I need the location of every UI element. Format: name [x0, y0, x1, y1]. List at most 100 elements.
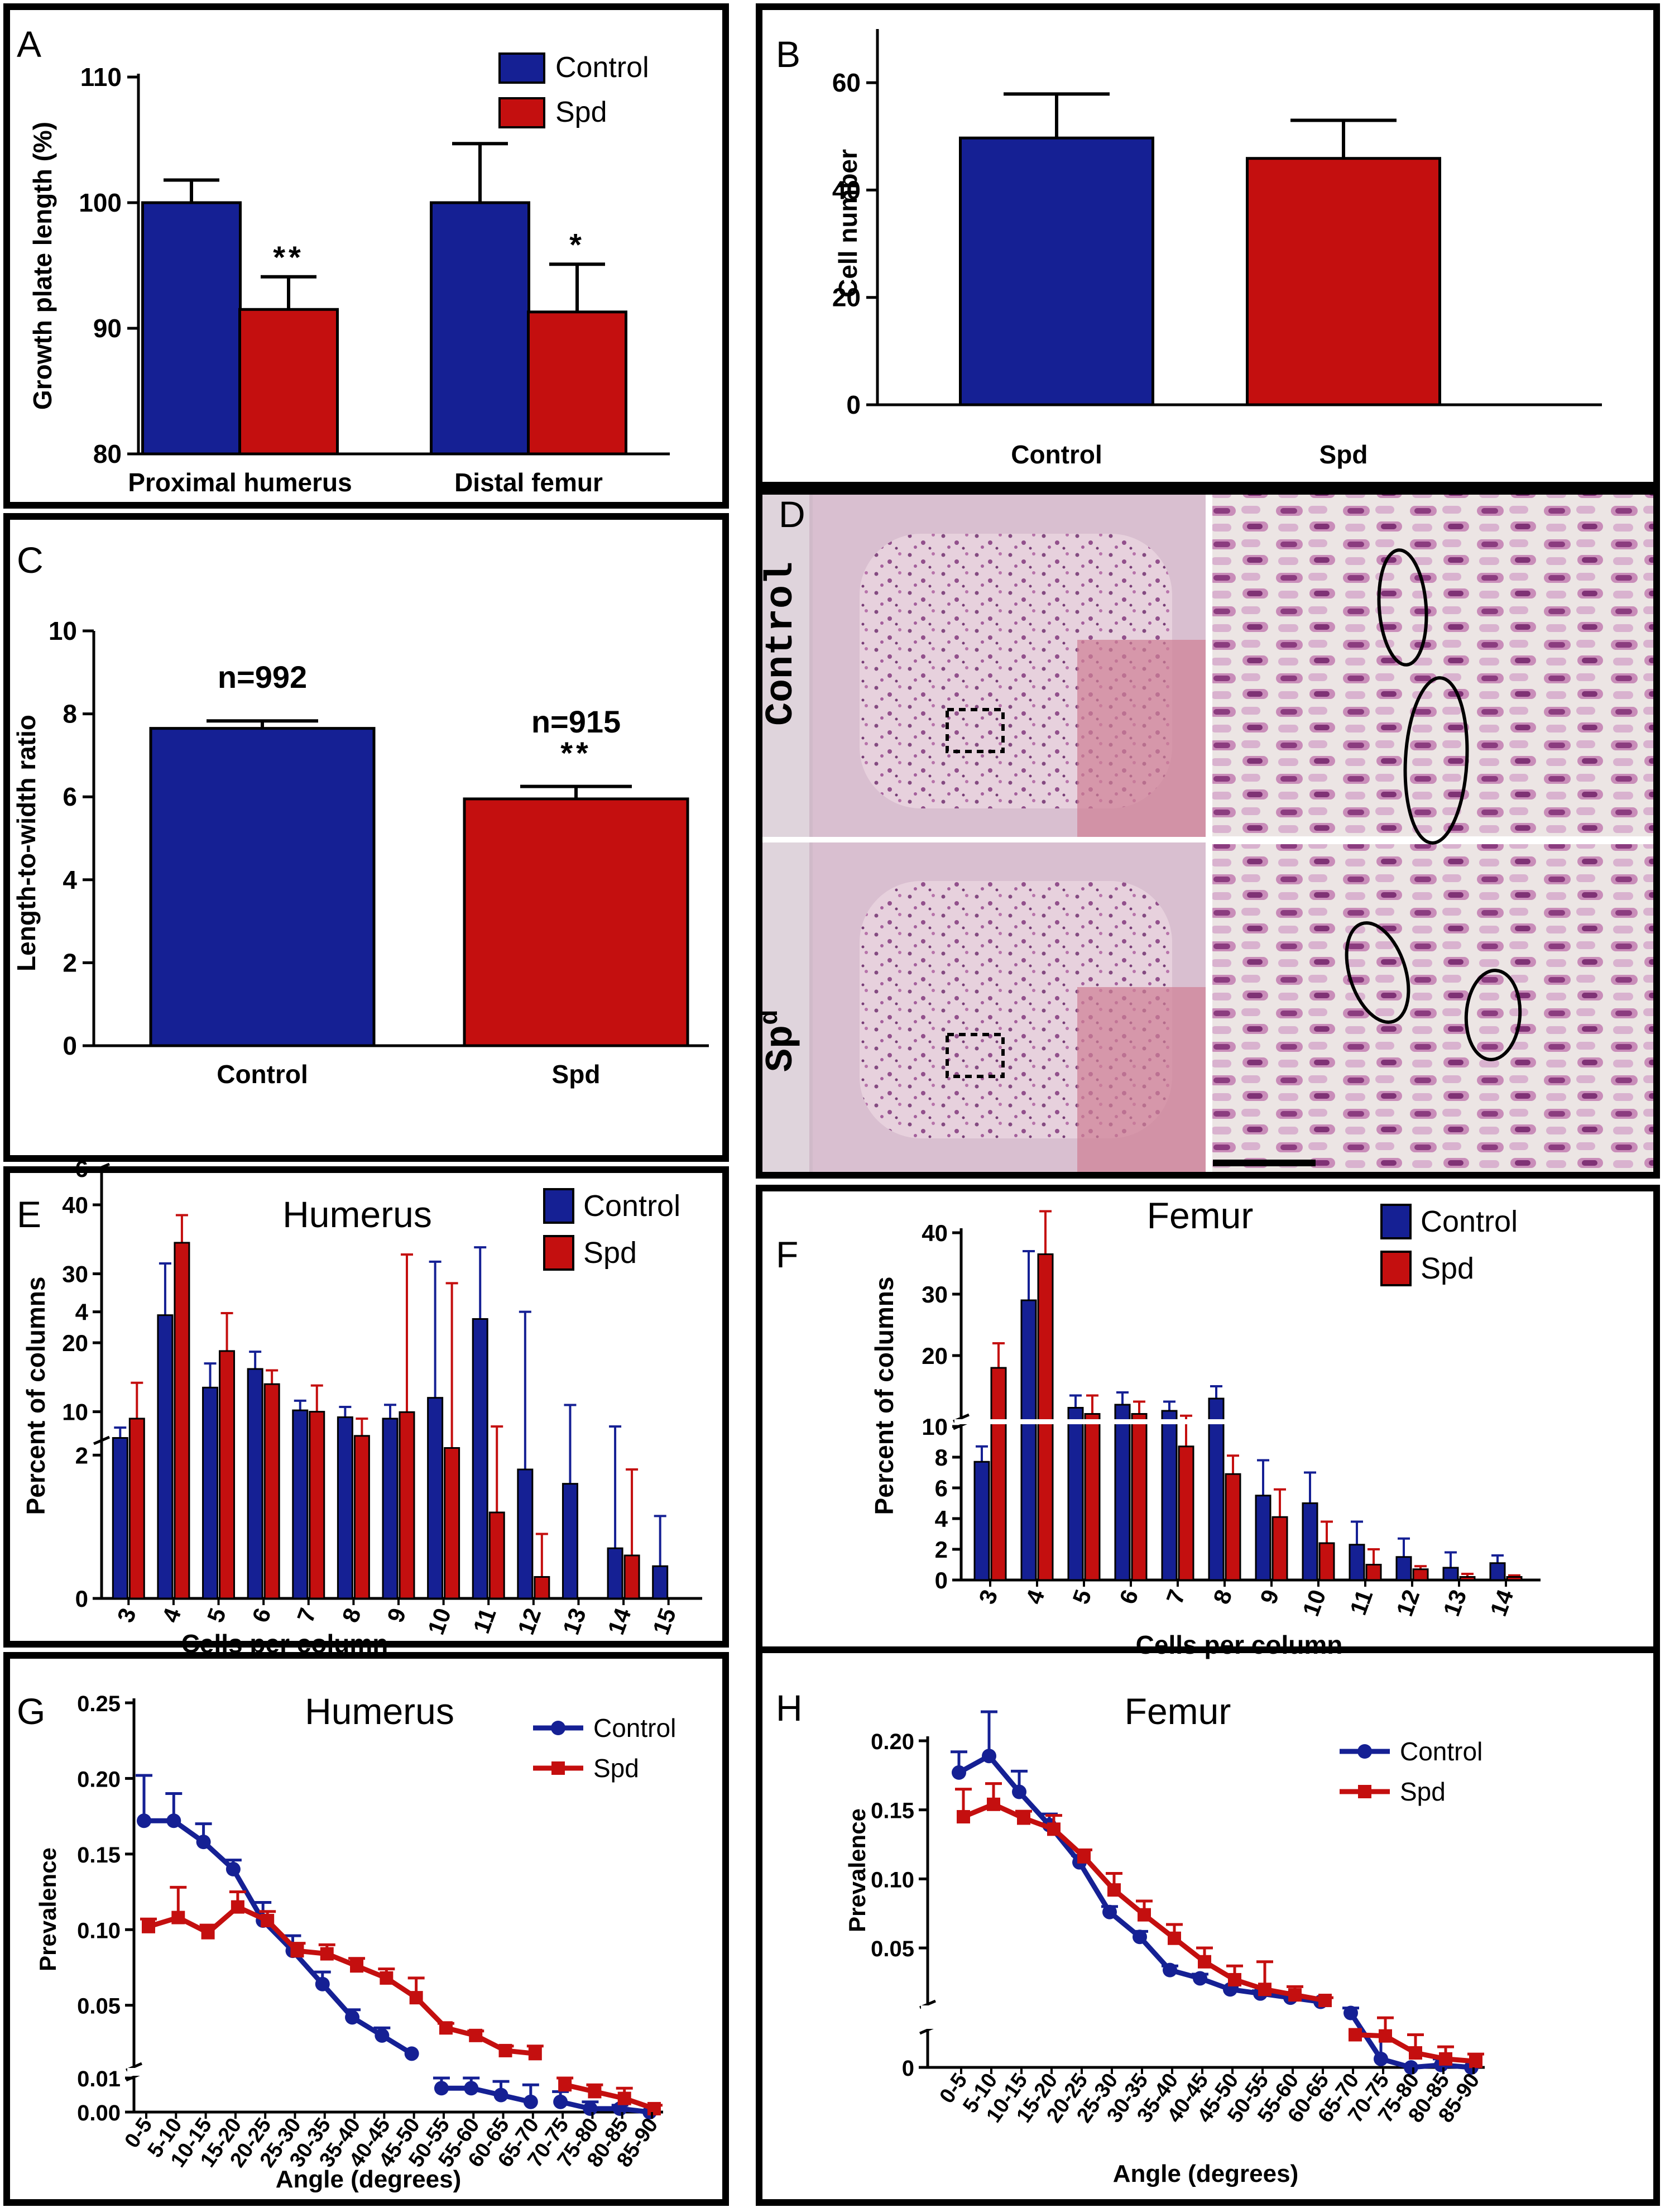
legend-swatch-control — [543, 1188, 574, 1224]
bar-control-15 — [652, 1565, 669, 1600]
data-point-control — [1193, 1971, 1207, 1986]
frame-h — [756, 1646, 1660, 2206]
micrograph-zoom-box — [946, 708, 1005, 753]
legend-marker-control — [551, 1721, 565, 1735]
significance-marker: * — [569, 227, 585, 262]
data-point-control — [1133, 1929, 1147, 1945]
data-point-control — [553, 2094, 568, 2109]
bar-spd-7 — [1178, 1445, 1194, 1581]
data-point-spd — [528, 2047, 542, 2061]
x-category-label: Spd — [552, 1060, 601, 1089]
chart-title: Femur — [1125, 1691, 1231, 1732]
y-tick-label: 40 — [832, 175, 861, 204]
bar-spd-5 — [219, 1350, 236, 1600]
x-axis-label: Cells per column — [1136, 1630, 1343, 1659]
data-point-spd — [1288, 1988, 1302, 2002]
data-point-spd — [1318, 1994, 1332, 2008]
data-point-spd — [1439, 2052, 1452, 2066]
bar-spd-14 — [1506, 1576, 1523, 1581]
data-point-spd — [1198, 1955, 1211, 1969]
data-point-spd — [201, 1926, 215, 1940]
bar-spd-13 — [1459, 1576, 1476, 1581]
y-tick-label: 0 — [846, 390, 861, 419]
bar-control — [959, 136, 1154, 406]
y-tick-label: 10 — [49, 616, 77, 645]
y-tick-label: 100 — [79, 188, 122, 217]
micrograph-muscle-region — [1077, 640, 1206, 842]
bar-control-12 — [517, 1468, 534, 1600]
bar-control-8 — [337, 1416, 353, 1600]
legend-marker-control — [1357, 1744, 1372, 1759]
y-tick-label: 0.01 — [77, 2067, 121, 2091]
series-line-control — [441, 2085, 531, 2105]
data-point-spd — [1258, 1983, 1271, 1996]
bar-spd-8 — [353, 1435, 370, 1600]
y-tick-label: 0.25 — [77, 1692, 121, 1716]
bar-n-label: n=992 — [218, 659, 307, 695]
bar-control-5 — [202, 1386, 219, 1600]
data-point-spd — [957, 1810, 970, 1824]
bar-spd-4 — [1037, 1253, 1054, 1581]
x-category-label: Control — [1011, 440, 1102, 469]
micrograph-zoom-control — [1212, 495, 1653, 836]
bar-control-7 — [1161, 1410, 1178, 1581]
bar-control-4 — [1020, 1299, 1037, 1581]
bar-spd-6 — [263, 1383, 280, 1600]
data-point-spd — [1017, 1811, 1030, 1825]
data-point-control — [137, 1813, 151, 1828]
axis-break-gap — [127, 2068, 144, 2076]
bar-control-11 — [1349, 1544, 1365, 1581]
data-point-spd — [350, 1959, 364, 1973]
data-point-spd — [588, 2085, 602, 2099]
y-tick-label: 10 — [62, 1399, 88, 1425]
data-point-spd — [617, 2091, 631, 2105]
y-tick-label: 60 — [832, 68, 861, 97]
legend-label-spd: Spd — [583, 1236, 637, 1270]
series-line-control — [144, 1818, 413, 2056]
panel-letter-f: F — [776, 1234, 798, 1275]
bar-control-14 — [607, 1547, 623, 1600]
y-axis-label: Length-to-width ratio — [12, 715, 41, 971]
column-outline-ellipse — [1403, 676, 1469, 845]
bar-control-10 — [1302, 1502, 1318, 1581]
series-line-control — [560, 2099, 650, 2115]
y-tick-label: 0 — [63, 1031, 77, 1060]
data-point-control — [345, 2010, 360, 2025]
data-point-control — [404, 2046, 419, 2061]
data-point-spd — [439, 2021, 453, 2035]
data-point-spd — [290, 1944, 304, 1958]
data-point-spd — [647, 2101, 661, 2115]
y-tick-label: 90 — [93, 314, 122, 343]
panel-letter-a: A — [17, 23, 41, 65]
chart-title: Femur — [1147, 1195, 1254, 1236]
chart-title: Humerus — [305, 1691, 454, 1732]
panel-b-chart: B 0 20 40 60 Cell number Control Spd — [776, 29, 1602, 469]
y-axis-label: Prevalence — [844, 1808, 870, 1932]
bar-control-3 — [112, 1437, 128, 1600]
bar-control-0 — [141, 201, 242, 456]
legend-marker-spd — [1358, 1785, 1371, 1798]
data-point-control — [1343, 2005, 1358, 2021]
y-tick-label: 2 — [935, 1536, 948, 1563]
bar-control-9 — [1255, 1495, 1271, 1581]
bar-spd-11 — [1365, 1564, 1382, 1581]
bar-spd — [463, 797, 689, 1047]
chart-title: Humerus — [282, 1194, 432, 1235]
legend-label-control: Control — [593, 1713, 676, 1742]
column-outline-ellipse — [1377, 548, 1428, 667]
y-tick-label: 20 — [922, 1343, 948, 1369]
data-point-control — [1374, 2051, 1388, 2066]
data-point-spd — [1349, 2028, 1362, 2042]
y-tick-label: 0.10 — [77, 1918, 121, 1943]
legend-label-spd: Spd — [1421, 1252, 1474, 1285]
micrograph-row-label-control: Control — [760, 562, 804, 726]
data-point-spd — [1379, 2029, 1392, 2043]
y-tick-label: 40 — [62, 1192, 88, 1218]
bar-spd-6 — [1131, 1413, 1148, 1581]
data-point-spd — [498, 2043, 512, 2057]
x-category-label: Distal femur — [454, 468, 603, 497]
panel-letter-c: C — [17, 539, 44, 581]
bar-spd-12 — [534, 1576, 550, 1600]
data-point-spd — [1077, 1850, 1091, 1864]
